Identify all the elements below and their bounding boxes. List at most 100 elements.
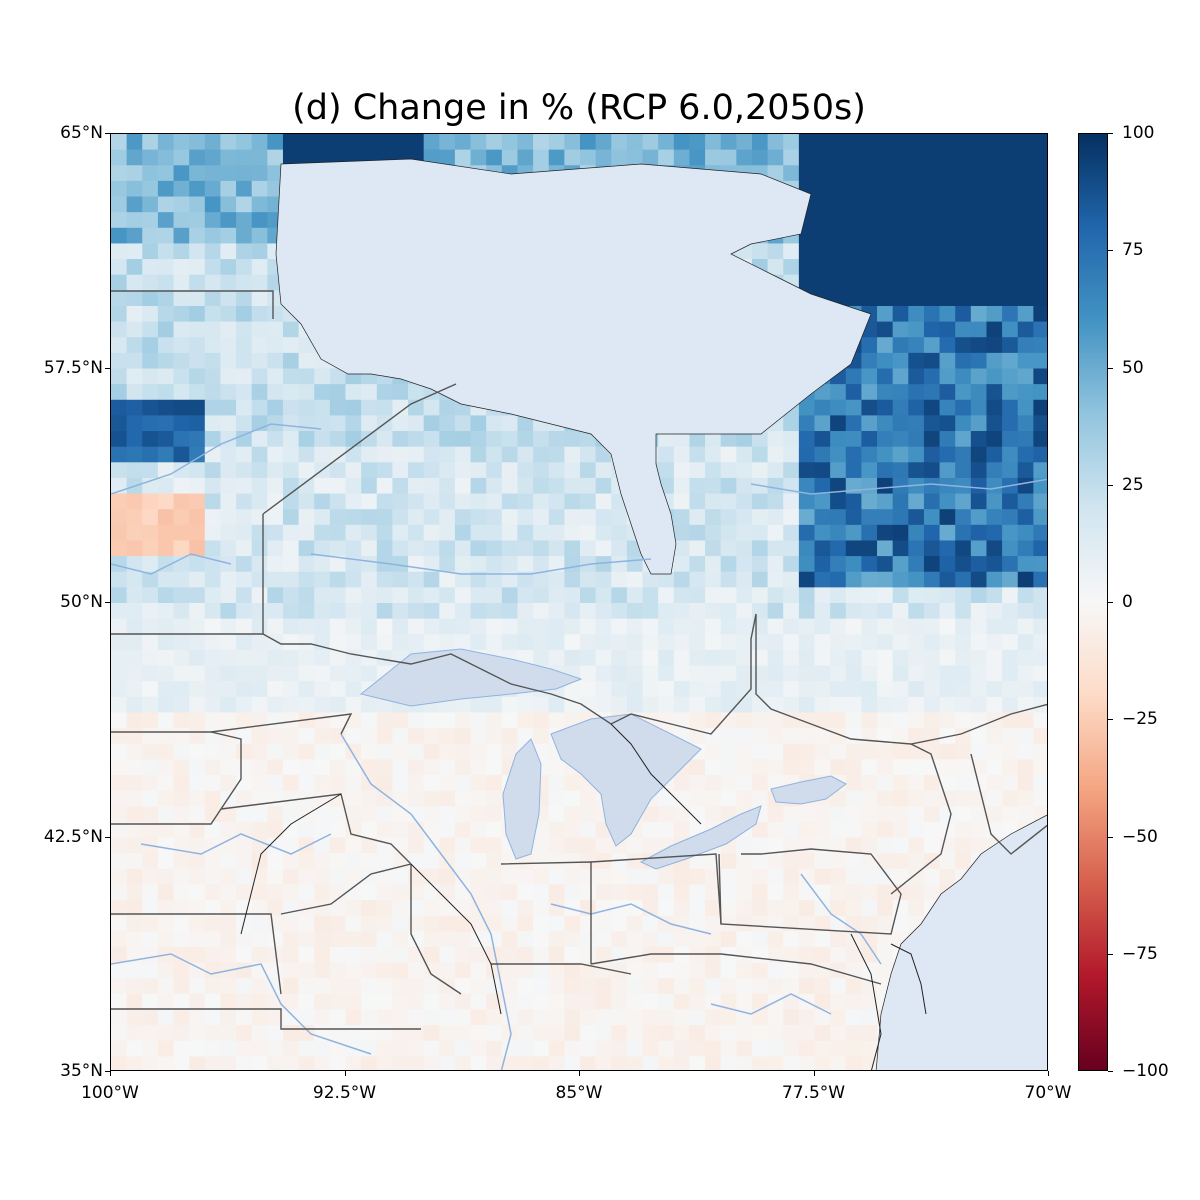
grid-cell [314, 759, 331, 776]
grid-cell [329, 571, 346, 588]
grid-cell [970, 290, 987, 307]
grid-cell [548, 509, 565, 526]
grid-cell [861, 915, 878, 932]
grid-cell [1002, 384, 1019, 401]
grid-cell [314, 743, 331, 760]
grid-cell [111, 321, 128, 338]
grid-cell [157, 993, 175, 1010]
grid-cell [595, 634, 612, 651]
grid-cell [923, 681, 941, 698]
grid-cell [454, 728, 472, 745]
grid-cell [236, 259, 253, 276]
grid-cell [970, 477, 987, 495]
grid-cell [892, 509, 909, 526]
grid-cell [392, 603, 409, 620]
grid-cell [689, 946, 706, 964]
grid-cell [767, 446, 784, 463]
grid-cell [126, 399, 143, 416]
grid-cell [767, 759, 784, 776]
grid-cell [126, 665, 143, 682]
grid-cell [548, 774, 565, 792]
grid-cell [408, 962, 425, 979]
grid-cell [173, 384, 190, 401]
grid-cell [877, 853, 894, 870]
grid-cell [173, 415, 190, 432]
grid-cell [955, 415, 972, 432]
grid-cell [251, 399, 268, 416]
grid-cell [204, 1025, 221, 1042]
grid-cell [470, 431, 487, 448]
grid-cell [861, 212, 878, 229]
grid-cell [345, 868, 362, 885]
grid-cell [361, 978, 378, 995]
grid-cell [705, 477, 722, 495]
grid-cell [423, 540, 440, 557]
grid-cell [986, 274, 1003, 291]
grid-cell [564, 915, 581, 932]
grid-cell [126, 290, 143, 307]
grid-cell [392, 806, 409, 823]
grid-cell [673, 821, 690, 838]
grid-cell [580, 978, 597, 995]
grid-cell [126, 165, 143, 182]
grid-cell [157, 649, 175, 667]
grid-cell [611, 524, 628, 541]
grid-cell [814, 524, 831, 541]
grid-cell [314, 696, 331, 713]
grid-cell [298, 618, 315, 635]
grid-cell [970, 587, 987, 604]
grid-cell [877, 337, 894, 354]
grid-cell [533, 853, 550, 870]
grid-cell [564, 1040, 581, 1057]
grid-cell [345, 665, 362, 682]
grid-cell [470, 524, 487, 541]
grid-cell [486, 493, 503, 510]
grid-cell [1002, 259, 1019, 276]
grid-cell [814, 665, 831, 682]
grid-cell [955, 649, 972, 667]
grid-cell [955, 196, 972, 213]
grid-cell [486, 587, 503, 604]
grid-cell [877, 915, 894, 932]
grid-cell [423, 993, 440, 1010]
grid-cell [986, 384, 1003, 401]
grid-cell [658, 149, 675, 166]
grid-cell [220, 900, 237, 917]
grid-cell [877, 884, 894, 901]
grid-cell [454, 431, 472, 448]
grid-cell [877, 259, 894, 276]
coastlines [240, 723, 927, 1070]
grid-cell [892, 321, 909, 338]
grid-cell [611, 509, 628, 526]
grid-cell [486, 712, 503, 729]
grid-cell [736, 618, 753, 635]
grid-cell [1033, 477, 1047, 495]
grid-cell [298, 993, 315, 1010]
grid-cell [126, 790, 143, 807]
grid-cell [861, 540, 878, 557]
grid-cell [798, 884, 815, 901]
grid-cell [126, 618, 143, 635]
grid-cell [126, 321, 143, 338]
grid-cell [204, 571, 221, 588]
grid-cell [845, 540, 862, 557]
grid-cell [705, 681, 722, 698]
grid-cell [955, 243, 972, 260]
grid-cell [658, 1009, 675, 1026]
grid-cell [923, 806, 941, 823]
grid-cell [392, 868, 409, 885]
grid-cell [236, 477, 253, 495]
grid-cell [798, 743, 815, 760]
grid-cell [486, 1056, 503, 1070]
grid-cell [720, 900, 737, 917]
grid-cell [798, 524, 815, 541]
grid-cell [314, 134, 331, 151]
grid-cell [517, 1056, 534, 1070]
grid-cell [267, 634, 284, 651]
grid-cell [783, 915, 800, 932]
map-panel[interactable] [110, 133, 1048, 1071]
grid-cell [767, 243, 784, 260]
grid-cell [861, 743, 878, 760]
grid-cell [142, 900, 159, 917]
grid-cell [767, 556, 784, 573]
